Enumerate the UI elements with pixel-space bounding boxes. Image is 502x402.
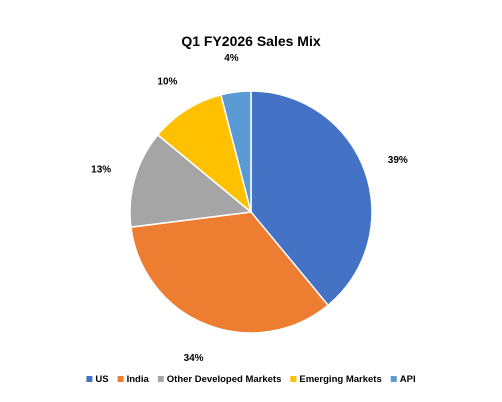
chart-title: Q1 FY2026 Sales Mix <box>181 33 321 49</box>
pie-slices <box>129 90 373 334</box>
legend-label-other-developed-markets: Other Developed Markets <box>167 374 282 385</box>
legend-swatch-us <box>86 376 93 382</box>
data-label-other-developed-markets: 13% <box>91 164 111 175</box>
data-label-india: 34% <box>184 353 204 364</box>
legend-swatch-other-developed-markets <box>157 376 164 382</box>
pie-slice-api <box>219 90 252 213</box>
legend: US India Other Developed Markets Emerging M… <box>86 374 416 385</box>
data-label-us: 39% <box>388 155 408 166</box>
legend-label-india: India <box>127 374 150 385</box>
data-label-api: 4% <box>224 53 239 64</box>
legend-label-emerging-markets: Emerging Markets <box>299 374 381 385</box>
legend-label-api: API <box>400 374 416 385</box>
legend-swatch-emerging-markets <box>290 376 297 382</box>
data-labels: 39% 34% 13% 10% 4% <box>91 53 408 364</box>
legend-swatch-api <box>390 376 397 382</box>
pie-slice-us <box>250 90 373 307</box>
data-label-emerging-markets: 10% <box>157 76 177 87</box>
legend-swatch-india <box>117 376 124 382</box>
legend-label-us: US <box>95 374 108 385</box>
pie-slice-other-developed-markets <box>129 133 253 229</box>
pie-slice-india <box>130 211 330 334</box>
